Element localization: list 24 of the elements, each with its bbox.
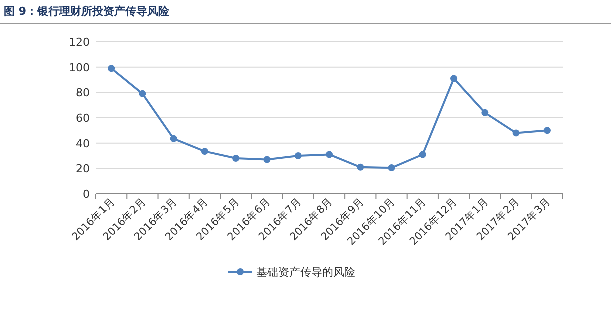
- point: [170, 135, 178, 142]
- point: [419, 151, 426, 158]
- point: [294, 152, 302, 160]
- point: [201, 148, 208, 156]
- y-tick-label: 100: [69, 61, 90, 74]
- point: [544, 127, 551, 134]
- point: [388, 164, 396, 172]
- point: [108, 65, 116, 72]
- point: [232, 155, 240, 162]
- point: [326, 151, 333, 158]
- point: [357, 164, 364, 171]
- y-tick-label: 40: [76, 137, 90, 150]
- point: [264, 156, 271, 164]
- y-tick-label: 120: [69, 36, 90, 49]
- y-tick-label: 20: [76, 162, 90, 176]
- legend-label: 基础资产传导的风险: [256, 266, 356, 279]
- point: [139, 90, 146, 98]
- point: [512, 130, 520, 137]
- point: [482, 109, 489, 116]
- y-tick-label: 60: [76, 112, 90, 125]
- y-tick-label: 0: [83, 188, 90, 201]
- point: [450, 75, 458, 82]
- y-tick-label: 80: [76, 86, 90, 100]
- chart-title: 图 9：银行理财所投资产传导风险: [4, 5, 170, 18]
